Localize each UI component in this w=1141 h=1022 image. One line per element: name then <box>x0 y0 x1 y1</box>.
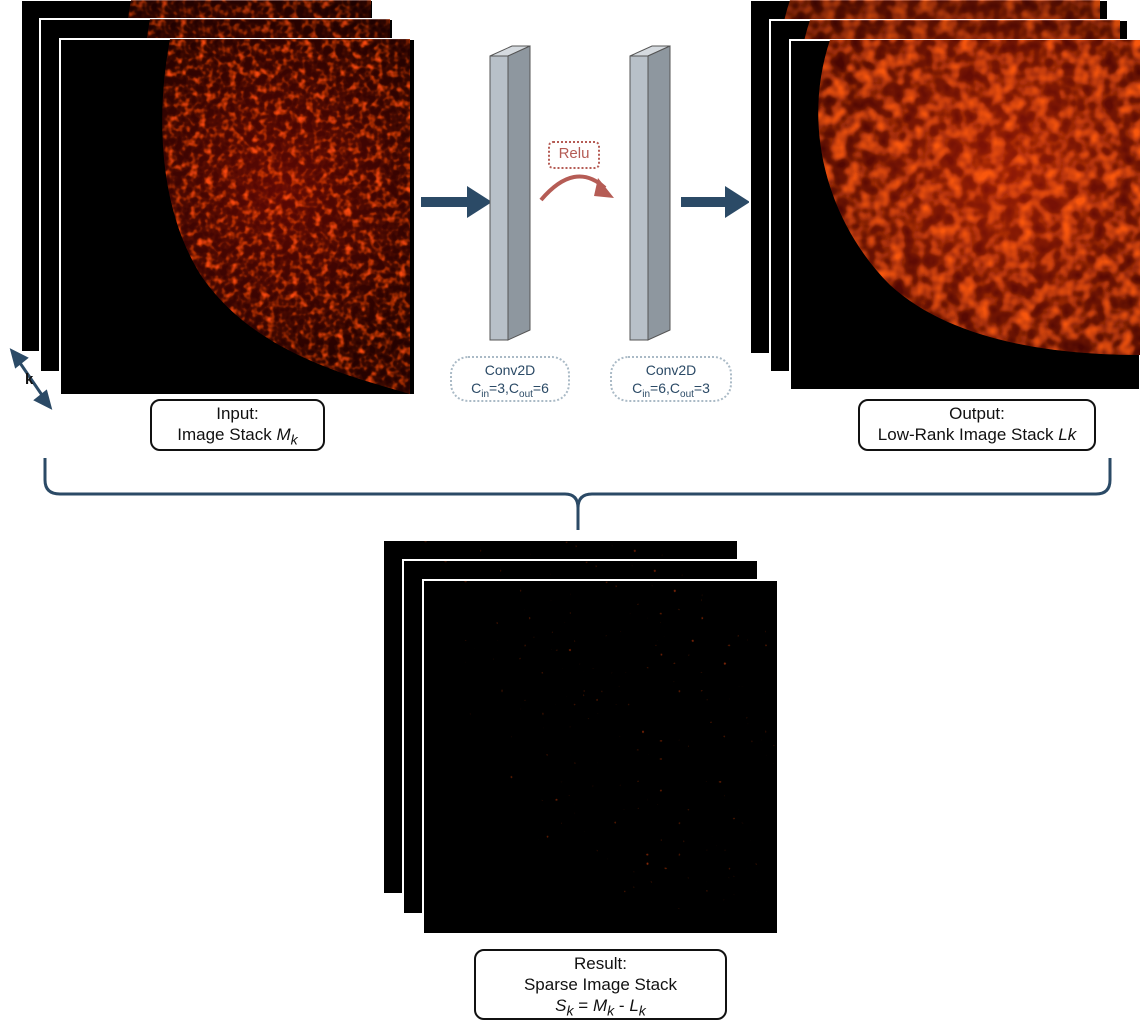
relu-arrow <box>539 174 614 202</box>
relu-label: Relu <box>548 141 600 169</box>
conv2-params: Cin=6,Cout=3 <box>632 380 710 400</box>
output-label: Output: Low-Rank Image Stack Lk <box>858 399 1096 451</box>
conv2-title: Conv2D <box>645 362 697 378</box>
stack-axis-label: k <box>25 371 34 388</box>
arrow-input-to-conv <box>421 186 492 218</box>
conv1-label: Conv2D Cin=3,Cout=6 <box>450 356 570 402</box>
conv1-params: Cin=3,Cout=6 <box>471 380 549 400</box>
input-label: Input: Image Stack Mk <box>150 399 325 451</box>
result-equation: Sk = Mk - Lk <box>555 996 646 1020</box>
combine-brace <box>43 458 1112 530</box>
arrow-conv-to-output <box>681 186 750 218</box>
result-label: Result: Sparse Image Stack Sk = Mk - Lk <box>474 949 727 1020</box>
conv-block-2 <box>629 45 671 341</box>
conv-block-1 <box>489 45 531 341</box>
input-image-stack <box>20 0 416 396</box>
conv1-title: Conv2D <box>484 362 536 378</box>
output-image-stack <box>749 0 1141 391</box>
stack-depth-arrow <box>9 348 53 410</box>
conv2-label: Conv2D Cin=6,Cout=3 <box>610 356 732 402</box>
sparse-image-stack <box>382 539 779 935</box>
